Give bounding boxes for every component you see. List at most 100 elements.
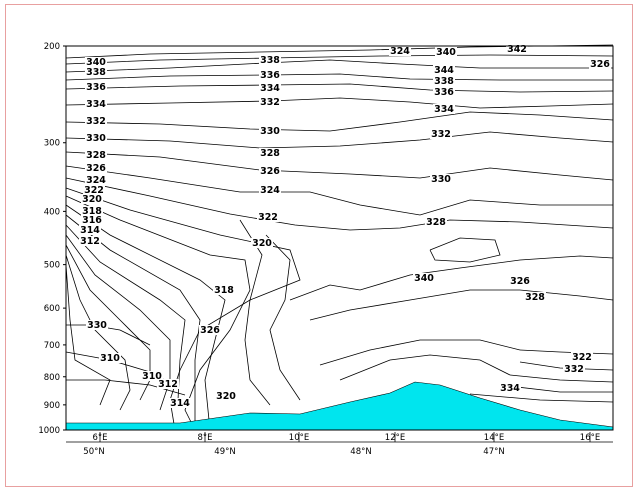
- contour-line: [65, 151, 614, 181]
- contour-label-bg: [85, 163, 107, 173]
- contour-label: 336: [86, 82, 106, 93]
- contour-line: [65, 244, 151, 401]
- contour-line: [65, 195, 251, 431]
- contour-label: 318: [82, 206, 102, 217]
- y-tick-label: 700: [44, 341, 60, 351]
- contour-label: 326: [200, 325, 220, 336]
- contour-label-bg: [85, 133, 107, 143]
- contour-label: 318: [214, 285, 234, 296]
- contour-line: [65, 254, 131, 411]
- contour-label: 316: [82, 215, 102, 226]
- contour-label-bg: [259, 97, 281, 107]
- lon-tick-label: 6°E: [92, 433, 107, 443]
- contour-line: [65, 177, 614, 231]
- contour-label: 310: [100, 353, 120, 364]
- contour-line: [239, 219, 271, 406]
- contour-label-bg: [433, 76, 455, 86]
- contour-line: [66, 379, 186, 396]
- contour-label: 344: [434, 65, 454, 76]
- contour-line: [309, 289, 614, 321]
- contour-label-bg: [571, 352, 593, 362]
- contour-line: [65, 234, 171, 411]
- contour-line: [65, 111, 614, 132]
- contour-label: 314: [80, 225, 100, 236]
- contour-label-bg: [433, 65, 455, 75]
- contour-label-bg: [524, 292, 546, 302]
- contour-label: 336: [434, 87, 454, 98]
- contour-label: 340: [86, 57, 106, 68]
- contour-label: 312: [158, 379, 178, 390]
- contour-label: 322: [258, 212, 278, 223]
- contour-label-bg: [563, 364, 585, 374]
- contour-line: [319, 339, 521, 366]
- y-tick-label: 600: [44, 304, 60, 314]
- contour-line: [65, 54, 614, 65]
- contour-label: 340: [414, 273, 434, 284]
- contour-label: 310: [142, 371, 162, 382]
- y-axis-labels: 200 300 400 500 600 700 800 900 1000: [38, 42, 66, 436]
- contour-label-bg: [85, 116, 107, 126]
- contour-label-bg: [81, 194, 103, 204]
- lon-tick-label: 16°E: [580, 433, 600, 443]
- contour-label-bg: [259, 55, 281, 65]
- contour-line: [65, 204, 226, 431]
- contour-label-bg: [85, 67, 107, 77]
- contour-label: 328: [260, 148, 280, 159]
- contour-label-bg: [99, 353, 121, 363]
- contour-line: [65, 214, 201, 430]
- plot-area-border: [65, 45, 614, 431]
- contour-line: [469, 393, 614, 403]
- contour-label: 332: [86, 116, 106, 127]
- lon-tick-label: 8°E: [197, 433, 212, 443]
- y-tick-label: 800: [44, 373, 60, 383]
- y-tick-label: 500: [44, 261, 60, 271]
- contour-line: [289, 255, 614, 301]
- contour-label: 338: [434, 76, 454, 87]
- contour-label: 326: [510, 276, 530, 287]
- contour-label: 338: [260, 55, 280, 66]
- contour-line: [519, 349, 614, 355]
- contour-line: [65, 224, 186, 401]
- contour-label: 336: [260, 70, 280, 81]
- contour-label: 330: [86, 133, 106, 144]
- contour-line: [429, 237, 501, 263]
- contour-label-bg: [85, 82, 107, 92]
- lon-tick-label: 12°E: [385, 433, 405, 443]
- contour-label: 326: [86, 163, 106, 174]
- lon-tick-label: 14°E: [484, 433, 504, 443]
- contour-label-bg: [259, 126, 281, 136]
- contour-label-bg: [589, 59, 611, 69]
- contour-label: 338: [86, 67, 106, 78]
- contour-label: 328: [86, 150, 106, 161]
- contour-label: 312: [80, 236, 100, 247]
- lat-tick-label: 50°N: [83, 447, 104, 457]
- y-tick-label: 900: [44, 401, 60, 411]
- contour-lines: [65, 44, 614, 431]
- contour-label: 332: [260, 97, 280, 108]
- contour-label-bg: [509, 276, 531, 286]
- contour-label: 324: [390, 46, 410, 57]
- contour-line: [65, 73, 613, 81]
- contour-label: 328: [426, 217, 446, 228]
- contour-label-bg: [430, 129, 452, 139]
- contour-label: 320: [82, 194, 102, 205]
- contour-line: [65, 59, 613, 73]
- y-tick-label: 1000: [38, 426, 60, 436]
- contour-line: [519, 361, 614, 371]
- contour-line: [65, 83, 614, 93]
- contour-label: 334: [86, 99, 106, 110]
- contour-line: [65, 97, 614, 109]
- lat-tick-label: 49°N: [214, 447, 235, 457]
- contour-label: 326: [590, 59, 610, 70]
- contour-label: 332: [564, 364, 584, 375]
- contour-label: 340: [436, 47, 456, 58]
- contour-label-bg: [257, 212, 279, 222]
- contour-label: 334: [434, 104, 454, 115]
- contour-label-bg: [83, 185, 105, 195]
- contour-label-bg: [433, 104, 455, 114]
- contour-label-bg: [435, 47, 457, 57]
- contour-line: [265, 234, 301, 401]
- contour-label-bg: [259, 83, 281, 93]
- contour-label-bg: [251, 238, 273, 248]
- contour-line: [509, 374, 614, 383]
